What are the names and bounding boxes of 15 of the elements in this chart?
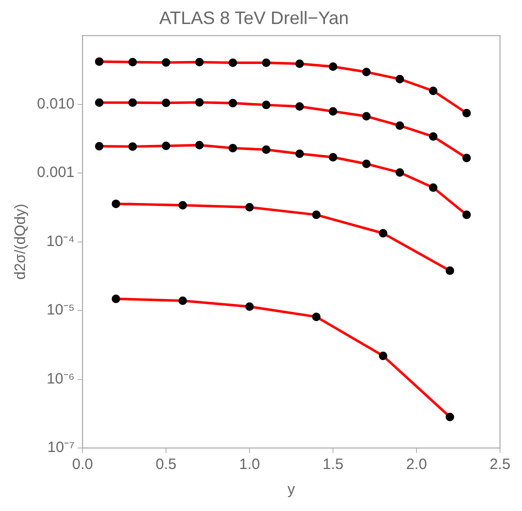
- y-tick-label: 10⁻⁵: [46, 302, 75, 319]
- x-tick-label: 0.5: [156, 456, 176, 474]
- x-tick-label: 2.5: [490, 456, 510, 474]
- x-tick-label: 0.0: [72, 456, 93, 474]
- x-axis-title: y: [288, 481, 296, 498]
- y-tick-label: 10⁻⁶: [46, 370, 75, 388]
- x-tick-label: 1.5: [322, 456, 344, 474]
- x-tick-label: 1.0: [239, 456, 260, 474]
- y-tick-label: 10⁻⁷: [47, 439, 75, 456]
- y-tick-label: 10⁻⁴: [46, 232, 75, 250]
- chart-title: ATLAS 8 TeV Drell−Yan: [159, 8, 349, 28]
- y-axis-title: d2σ/(dQdy): [12, 204, 30, 280]
- x-tick-label: 2.0: [406, 456, 427, 474]
- y-tick-label: 0.010: [36, 95, 75, 112]
- y-tick-label: 0.001: [36, 164, 75, 182]
